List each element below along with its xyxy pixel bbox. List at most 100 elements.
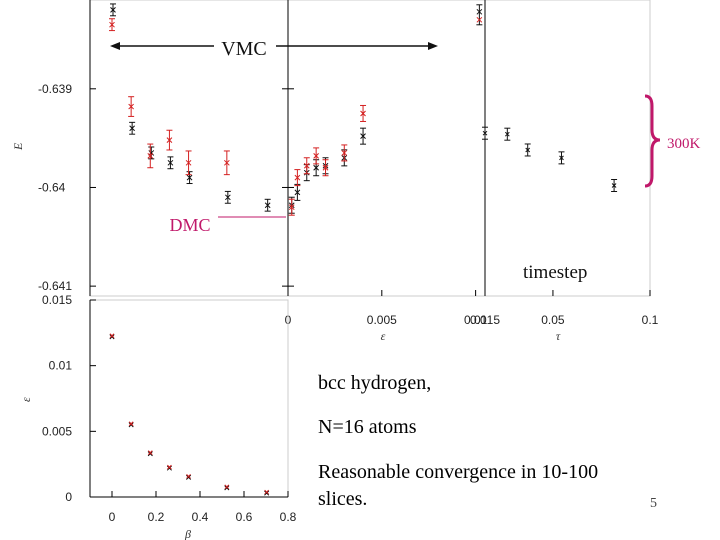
- note-line-1: bcc hydrogen,: [318, 372, 432, 394]
- eps-beta-ytick-label-3: 0.015: [42, 293, 72, 307]
- vmc-arrow-left-head: [110, 42, 120, 50]
- eps-beta-xtick-label-0: 0: [109, 510, 116, 524]
- eps-point-black-3-b: [313, 164, 319, 171]
- eps-beta-point-black-3-b: [166, 465, 172, 471]
- eps-point-red-4: [322, 164, 329, 171]
- eps-beta-point-red-1: [128, 421, 134, 427]
- eps-beta-point-black-6: [264, 490, 270, 496]
- eps-point-black-1: [294, 189, 301, 196]
- beta-point-red-5-b: [223, 159, 230, 166]
- temp-brace: [644, 94, 661, 188]
- note-line-4: slices.: [318, 488, 368, 510]
- tau-point-4-b: [611, 183, 617, 188]
- eps-beta-point-black-2-b: [147, 451, 153, 457]
- beta-point-red-4-b: [185, 159, 192, 166]
- eps-beta-xtick-label-4: 0.8: [280, 510, 297, 524]
- beta-point-black-1-b: [129, 125, 135, 132]
- eps-beta-ytick-label-2: 0.01: [49, 359, 73, 373]
- tau-point-1-b: [504, 131, 510, 137]
- eps-point-black-6-b: [360, 133, 366, 140]
- bottom-plot-frame: [89, 299, 289, 498]
- beta-point-red-5: [223, 159, 230, 166]
- beta-point-black-0-b: [110, 7, 116, 13]
- eps-point-red-3-b: [313, 153, 319, 159]
- vmc-label: VMC: [221, 38, 267, 60]
- eps-beta-point-black-4: [186, 474, 192, 480]
- eps-beta-point-black-3: [166, 465, 172, 471]
- eps-point-red-1-b: [294, 174, 301, 181]
- top-plot-frame: [89, 0, 651, 297]
- tau-point-3-b: [559, 155, 564, 161]
- eps-point-red-6: [360, 110, 366, 117]
- eps-beta-point-red-3: [167, 464, 172, 470]
- eps-point-black-6: [360, 133, 366, 140]
- eps-beta-point-black-5: [224, 485, 230, 491]
- energy-ytick-label-1: -0.64: [38, 180, 66, 194]
- dmc-label: DMC: [169, 215, 210, 235]
- eps-beta-point-black-2: [147, 451, 153, 457]
- energy-ytick-label-0: -0.639: [38, 82, 72, 96]
- eps-vmc-errbar: [476, 4, 483, 26]
- eps-beta-xlabel: β: [184, 527, 191, 540]
- tau-point-3: [559, 155, 564, 161]
- tau-point-0: [482, 130, 488, 136]
- beta-point-red-4: [185, 159, 192, 166]
- beta-point-black-4-b: [186, 174, 193, 181]
- eps-beta-xtick-label-1: 0.2: [148, 510, 165, 524]
- eps-beta-xtick-label-3: 0.6: [236, 510, 253, 524]
- eps-beta-point-black-5-b: [224, 485, 230, 491]
- eps-beta-point-red-6: [264, 489, 270, 495]
- eps-beta-point-red-5-b: [224, 484, 230, 490]
- eps-beta-point-black-0-b: [109, 334, 115, 340]
- eps-vmc-point-red-b: [476, 16, 483, 23]
- eps-beta-point-black-1: [128, 422, 134, 428]
- beta-point-black-6-b: [264, 202, 271, 209]
- eps-xtick-label-2: 0.01: [464, 313, 488, 327]
- eps-beta-point-black-4-b: [186, 474, 192, 480]
- beta-point-black-3: [167, 159, 174, 166]
- beta-point-black-3-b: [167, 159, 174, 166]
- beta-point-black-1: [129, 125, 135, 132]
- eps-beta-point-black-6-b: [264, 490, 270, 496]
- eps-point-red-0: [288, 204, 295, 211]
- beta-point-red-2-b: [147, 153, 154, 159]
- energy-ytick-label-2: -0.641: [38, 279, 72, 293]
- beta-point-red-0: [109, 21, 115, 28]
- beta-point-red-3: [166, 137, 173, 143]
- eps-vmc-point-black: [476, 8, 483, 15]
- timestep-label: timestep: [523, 262, 587, 283]
- vmc-arrow-right-head: [428, 42, 438, 50]
- tau-point-2-b: [525, 147, 531, 153]
- eps-point-red-0-b: [288, 204, 295, 211]
- eps-beta-point-red-0: [109, 333, 115, 339]
- eps-point-red-2: [303, 162, 310, 169]
- beta-point-black-5: [224, 194, 231, 201]
- eps-point-red-2-b: [303, 162, 310, 169]
- slide-number: 5: [650, 496, 657, 511]
- eps-point-black-1-b: [294, 189, 301, 196]
- note-line-2: N=16 atoms: [318, 416, 417, 438]
- eps-beta-ytick-label-0: 0: [65, 490, 72, 504]
- eps-point-red-4-b: [322, 164, 329, 171]
- temp-label: 300K: [667, 136, 701, 152]
- eps-beta-point-red-5: [224, 484, 230, 490]
- tau-point-2: [525, 147, 531, 153]
- tau-xtick-label-2: 0.1: [642, 313, 659, 327]
- tau-xtick-label-1: 0.05: [541, 313, 565, 327]
- eps-point-black-3: [313, 164, 319, 171]
- tau-point-4: [611, 183, 617, 188]
- beta-point-black-0: [110, 7, 116, 13]
- beta-point-red-1: [128, 103, 134, 110]
- eps-vmc-point-red: [476, 16, 483, 23]
- tau-point-1: [504, 131, 510, 137]
- eps-point-red-3: [313, 153, 319, 159]
- beta-point-black-6: [264, 202, 271, 209]
- eps-beta-point-red-2: [147, 450, 153, 456]
- beta-point-red-2: [147, 153, 154, 159]
- eps-beta-point-red-4-b: [186, 473, 191, 479]
- beta-point-black-4: [186, 174, 193, 181]
- eps-beta-ytick-label-1: 0.005: [42, 424, 72, 438]
- eps-point-red-6-b: [360, 110, 366, 117]
- eps-axis-title: ε: [381, 329, 386, 343]
- beta-point-red-1-b: [128, 103, 134, 110]
